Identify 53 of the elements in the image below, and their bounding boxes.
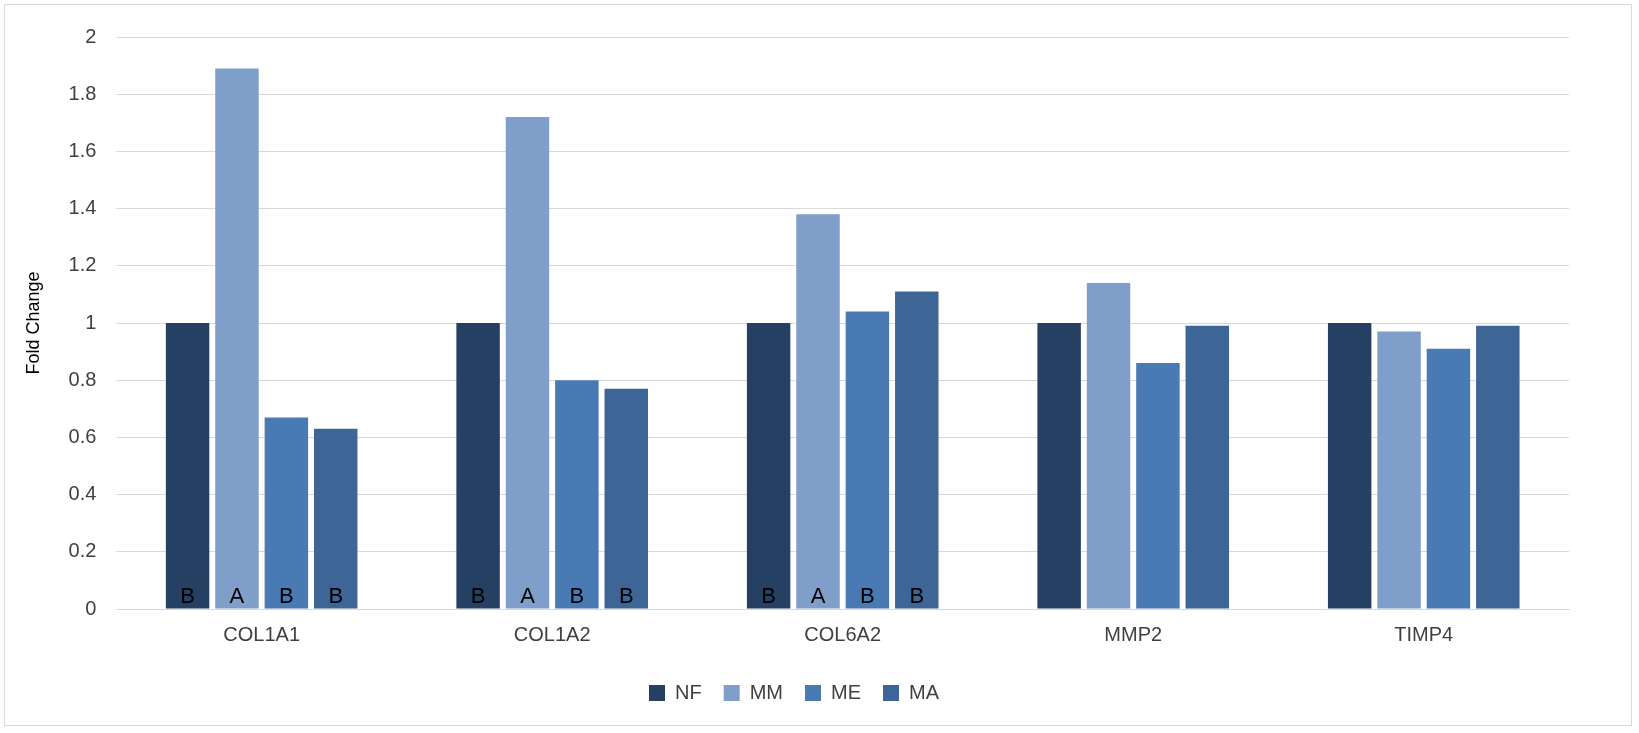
data-label: B	[618, 582, 634, 608]
bar	[505, 117, 550, 609]
bar	[1426, 348, 1471, 609]
y-tick-label: 1.6	[68, 138, 97, 161]
data-label: B	[180, 582, 195, 608]
y-axis-title: Fold Change	[22, 271, 43, 375]
x-tick-label: TIMP4	[1394, 622, 1454, 645]
y-tick-label: 2	[85, 24, 97, 47]
x-tick-label: MMP2	[1104, 622, 1163, 645]
data-label: B	[470, 582, 486, 608]
data-label: B	[569, 582, 585, 608]
bar	[746, 323, 791, 609]
y-tick-label: 0.8	[68, 367, 97, 390]
data-label: B	[909, 582, 925, 608]
data-label: B	[761, 582, 776, 608]
x-tick-label: COL1A1	[223, 622, 301, 645]
bar	[264, 417, 309, 609]
y-tick-label: 1.4	[68, 196, 97, 219]
bar	[895, 291, 939, 609]
y-tick-label: 1.8	[68, 81, 97, 104]
y-tick-label: 0	[85, 596, 97, 619]
data-label: B	[279, 582, 294, 608]
bar	[555, 380, 599, 609]
x-tick-label: COL6A2	[804, 622, 882, 645]
legend-label: ME	[830, 680, 861, 703]
bar	[1476, 325, 1520, 609]
bar	[1037, 323, 1081, 609]
data-label: B	[328, 582, 344, 608]
data-label: B	[860, 582, 875, 608]
bar	[314, 428, 358, 609]
y-tick-label: 0.2	[68, 539, 97, 562]
data-label: A	[229, 582, 245, 608]
bar	[215, 68, 259, 609]
legend-label: MA	[908, 680, 940, 703]
bar	[1185, 325, 1230, 609]
y-tick-label: 1	[85, 310, 97, 333]
bar	[1327, 323, 1372, 609]
bar	[604, 388, 648, 609]
y-tick-label: 0.6	[68, 424, 97, 447]
y-tick-label: 0.4	[68, 482, 97, 505]
bar	[165, 323, 210, 609]
bar	[845, 311, 890, 609]
data-label: A	[810, 582, 826, 608]
legend-label: NF	[675, 680, 702, 703]
x-tick-label: COL1A2	[513, 622, 591, 645]
legend-label: MM	[749, 680, 783, 703]
bar	[456, 323, 500, 609]
bar	[1136, 363, 1180, 609]
bar	[1377, 331, 1421, 609]
bar	[796, 214, 840, 609]
data-label: A	[520, 582, 536, 608]
bar	[1086, 282, 1131, 609]
y-tick-label: 1.2	[68, 253, 97, 276]
